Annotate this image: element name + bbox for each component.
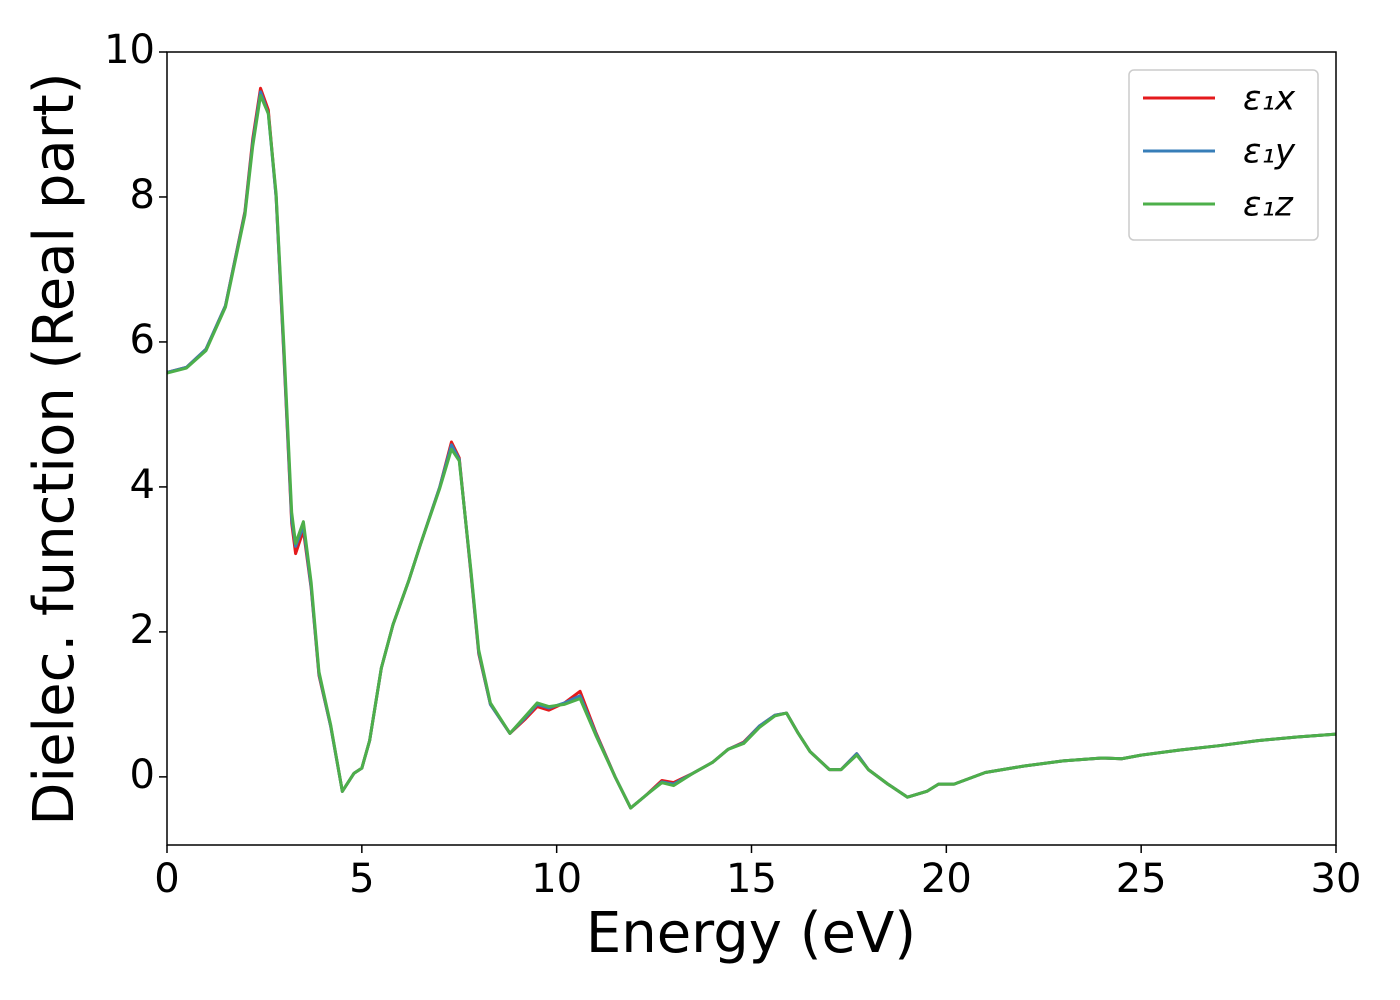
y-tick-label: 8 — [130, 172, 155, 218]
plot-frame — [166, 51, 1337, 846]
x-tick-label: 5 — [349, 856, 374, 902]
y-tick-label: 10 — [104, 27, 155, 73]
legend-label: ε₁y — [1243, 132, 1296, 172]
y-axis-label: Dielec. function (Real part) — [22, 72, 87, 825]
x-axis-label: Energy (eV) — [586, 901, 916, 966]
y-tick-label: 4 — [130, 462, 155, 508]
x-tick-label: 0 — [154, 856, 179, 902]
legend-label: ε₁x — [1243, 79, 1296, 119]
legend-box — [1128, 69, 1319, 241]
legend-label: ε₁z — [1243, 185, 1294, 225]
y-tick-label: 6 — [130, 317, 155, 363]
x-tick-label: 25 — [1116, 856, 1167, 902]
x-tick-label: 10 — [531, 856, 582, 902]
x-tick-label: 30 — [1311, 856, 1362, 902]
y-tick-label: 2 — [130, 607, 155, 653]
x-tick-label: 15 — [726, 856, 777, 902]
data-line — [167, 93, 1336, 810]
x-tick-label: 20 — [921, 856, 972, 902]
y-tick-label: 0 — [130, 752, 155, 798]
